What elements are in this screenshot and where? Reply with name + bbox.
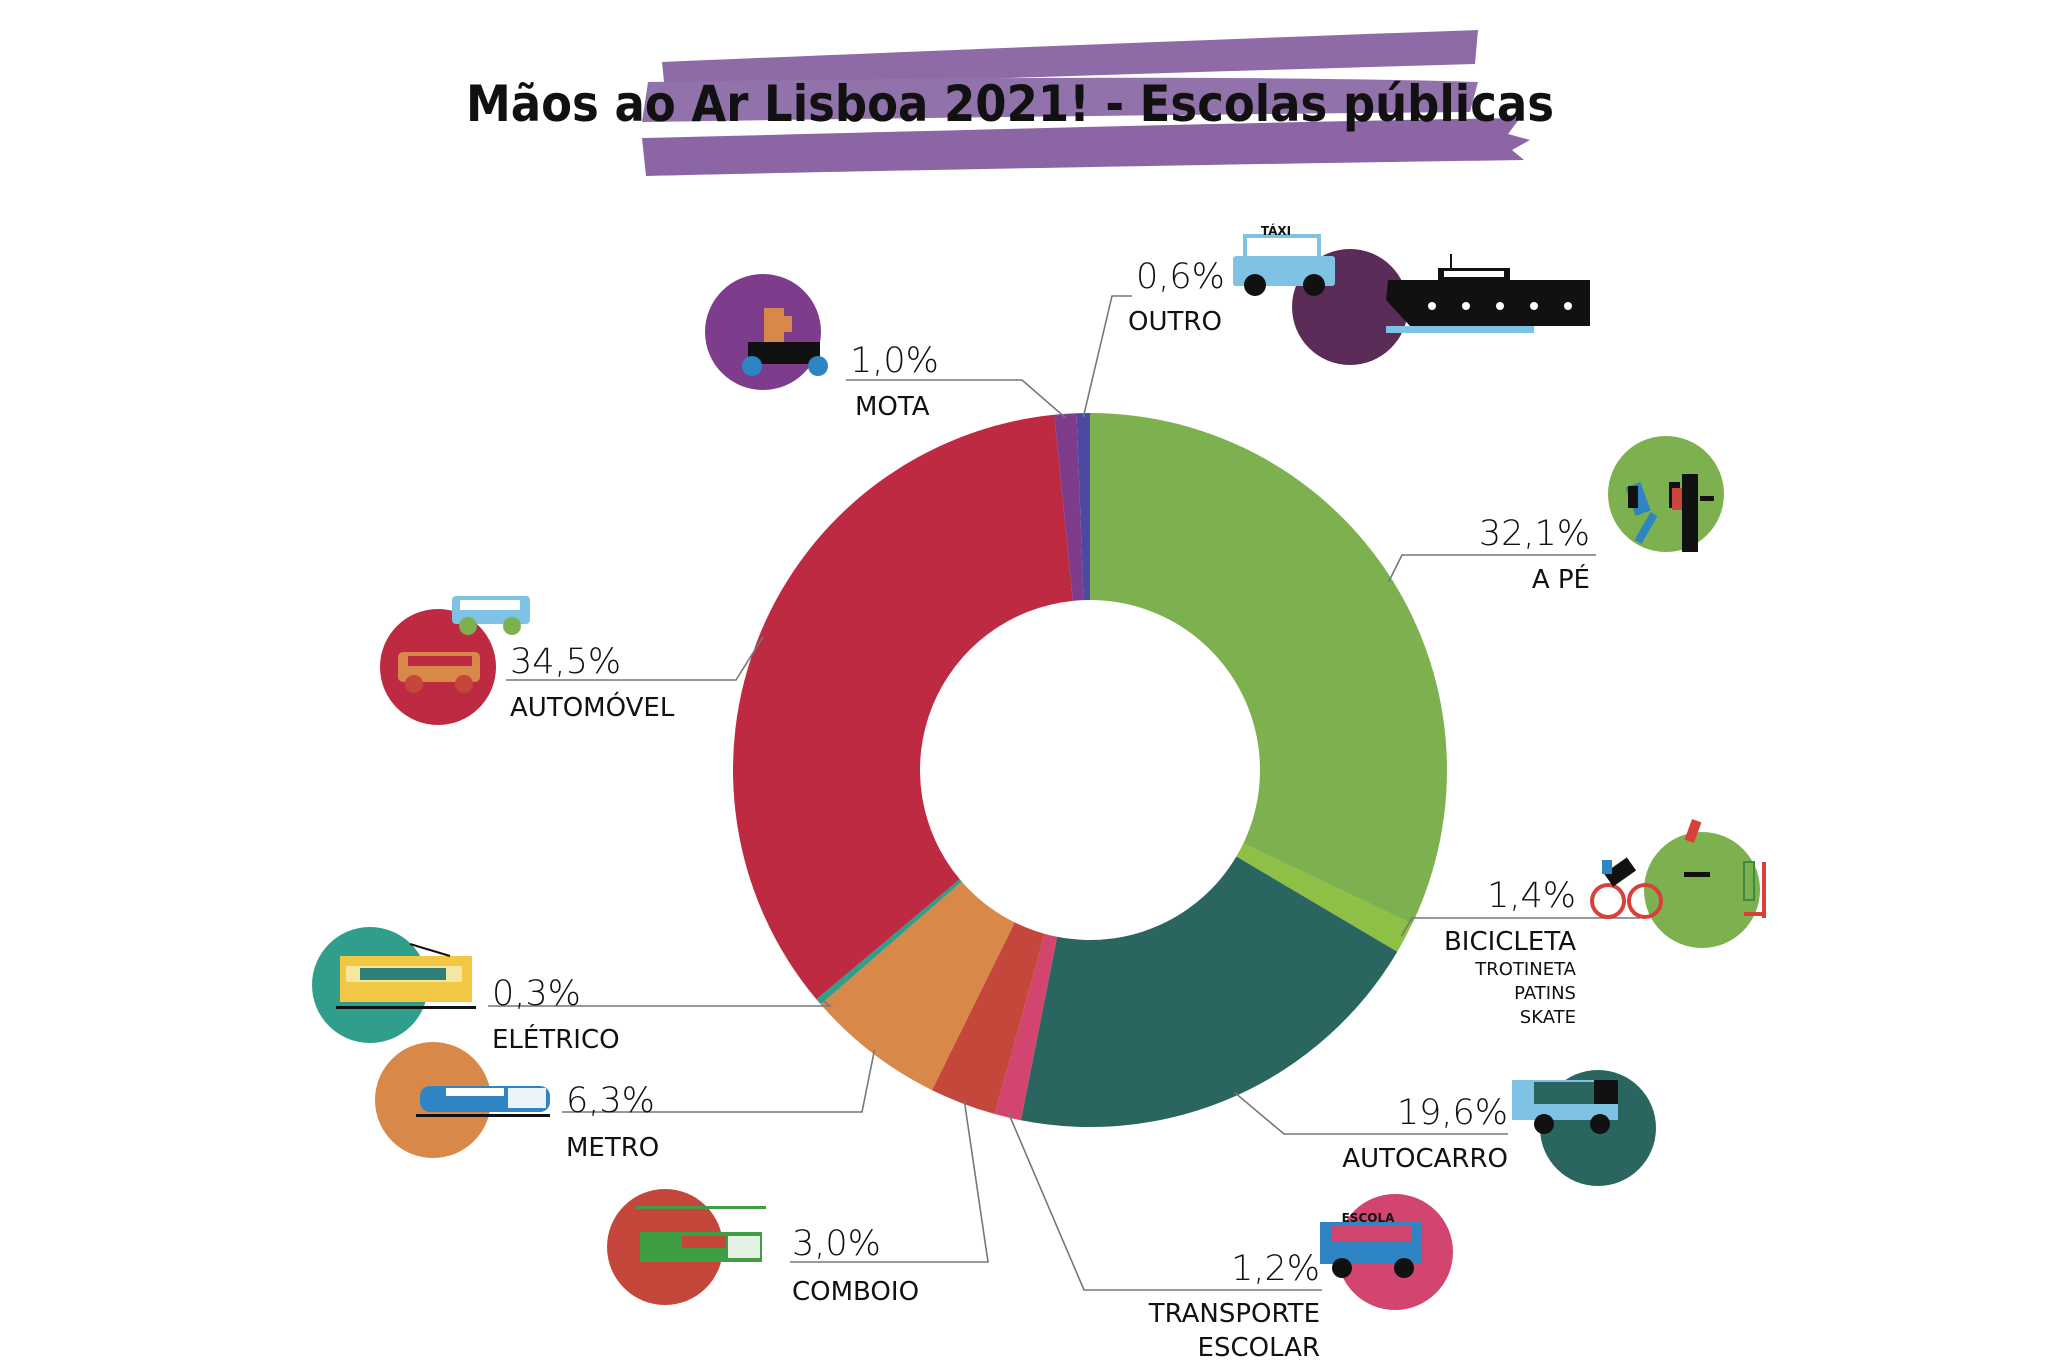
label-metro: 6,3% METRO [566,1081,659,1163]
value-mota: 1,0% [850,341,939,381]
name-transporte-line2: ESCOLAR [1198,1333,1320,1363]
value-transporte-escolar: 1,2% [1231,1249,1320,1289]
tram-icon [312,927,476,1043]
train-icon [607,1189,766,1305]
value-eletrico: 0,3% [492,974,581,1014]
slice-outro [1076,413,1090,601]
leader-line-1 [1400,917,1640,937]
leader-line-8 [846,379,1067,419]
brush-stroke-top [662,30,1478,92]
name-a-pe: A PÉ [1532,563,1590,595]
metro-icon [375,1042,550,1158]
name-transporte-line1: TRANSPORTE [1148,1299,1320,1329]
value-bicicleta: 1,4% [1487,876,1576,916]
slice-metro [820,881,1015,1091]
value-comboio: 3,0% [792,1224,881,1264]
label-eletrico: 0,3% ELÉTRICO [492,974,620,1055]
leader-line-9 [1082,295,1132,418]
value-metro: 6,3% [566,1081,655,1121]
donut-chart [733,413,1447,1127]
sub-trotineta: TROTINETA [1474,959,1576,980]
leader-line-2 [1233,1091,1508,1135]
name-metro: METRO [566,1133,659,1163]
value-a-pe: 32,1% [1479,514,1590,554]
bus-icon [1512,1070,1656,1186]
motorcycle-icon [705,274,828,390]
label-a-pe: 32,1% A PÉ [1479,514,1590,595]
label-transporte-escolar: 1,2% TRANSPORTE ESCOLAR [1148,1249,1320,1363]
name-eletrico: ELÉTRICO [492,1023,620,1055]
name-automovel: AUTOMÓVEL [510,691,675,723]
label-comboio: 3,0% COMBOIO [792,1224,919,1307]
brush-stroke-bottom [642,118,1530,176]
label-bicicleta: 1,4% BICICLETA TROTINETA PATINS SKATE [1444,876,1577,1028]
sub-skate: SKATE [1520,1007,1576,1028]
slice-a-p- [1090,413,1447,925]
slice-autocarro [1020,856,1398,1127]
leader-line-3 [1007,1113,1322,1291]
name-outro: OUTRO [1128,307,1222,337]
taxi-boat-icon: TÁXI [1233,223,1590,365]
leader-lines [488,295,1640,1291]
slice-bicicleta [1236,843,1413,952]
slice-el-trico [816,879,962,1005]
value-outro: 0,6% [1136,257,1225,297]
leader-line-0 [1387,554,1596,583]
leader-line-6 [488,998,833,1007]
leader-line-7 [506,636,764,681]
school-bus-icon: ESCOLA [1320,1194,1453,1310]
slice-comboio [931,922,1045,1115]
leader-line-5 [562,1049,876,1113]
slice-mota [1054,413,1084,601]
name-autocarro: AUTOCARRO [1342,1144,1508,1174]
sub-patins: PATINS [1514,983,1576,1004]
bicycle-scooter-skate-icon [1590,818,1766,948]
name-mota: MOTA [855,392,930,422]
slice-autom-vel [733,414,1073,1000]
title-banner: Mãos ao Ar Lisboa 2021! - Escolas públic… [466,30,1554,176]
name-bicicleta: BICICLETA [1444,927,1576,957]
value-automovel: 34,5% [510,642,621,682]
brush-stroke-middle [642,77,1478,122]
car-icon [380,596,530,725]
label-outro: 0,6% OUTRO [1128,257,1225,337]
name-comboio: COMBOIO [792,1277,919,1307]
label-autocarro: 19,6% AUTOCARRO [1342,1093,1508,1174]
taxi-sign: TÁXI [1261,223,1291,238]
school-bus-sign: ESCOLA [1342,1211,1395,1225]
chart-title: Mãos ao Ar Lisboa 2021! - Escolas públic… [466,75,1554,133]
label-automovel: 34,5% AUTOMÓVEL [510,642,675,723]
label-mota: 1,0% MOTA [850,341,939,422]
slice-transporte-escolar [994,933,1058,1121]
leader-line-4 [790,1099,989,1263]
walking-students-icon [1608,436,1724,552]
value-autocarro: 19,6% [1397,1093,1508,1133]
